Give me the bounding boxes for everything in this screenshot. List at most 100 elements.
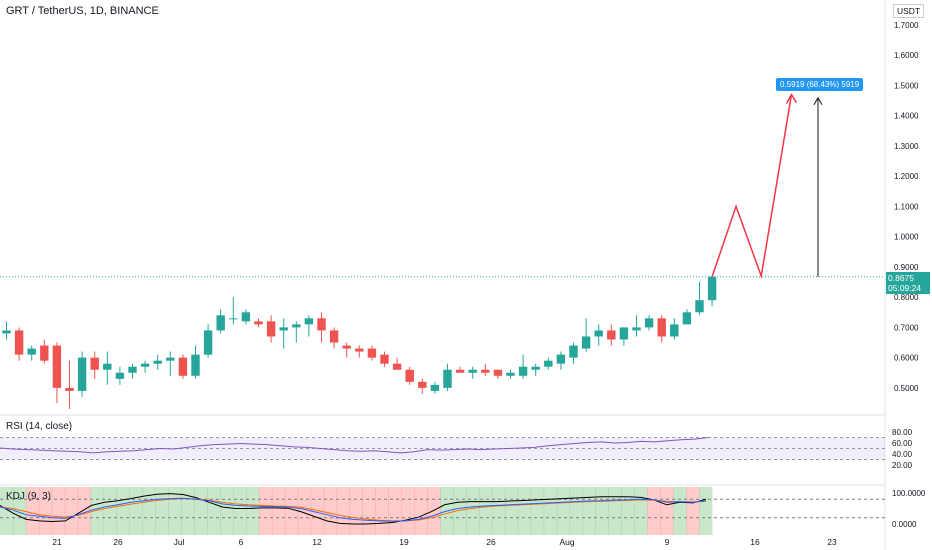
candle-body [355, 348, 364, 352]
kdj-region [375, 487, 389, 535]
price-tick-label: 1.7000 [894, 21, 919, 30]
rsi-tick-label: 80.00 [892, 428, 913, 437]
candle-body [569, 345, 578, 358]
kdj-region [504, 487, 519, 535]
kdj-region [336, 487, 351, 535]
kdj-region [233, 487, 247, 535]
candle-body [292, 324, 301, 328]
projection-arrowhead [785, 93, 798, 104]
candle-body [203, 330, 213, 355]
kdj-k-line [0, 497, 707, 522]
kdj-region [25, 487, 40, 535]
candle-body [468, 369, 477, 373]
time-tick-label: Jul [174, 537, 185, 547]
price-tick-label: 0.9000 [894, 263, 919, 272]
kdj-region [388, 487, 402, 535]
time-tick-label: 19 [399, 537, 409, 547]
candle-body [556, 354, 566, 364]
candle-body [531, 366, 540, 370]
kdj-region [699, 487, 713, 535]
kdj-region [556, 487, 571, 535]
rsi-band [0, 437, 885, 460]
kdj-region [51, 487, 66, 535]
candle-body [304, 318, 314, 325]
candle-body [103, 363, 112, 370]
time-tick-label: 26 [113, 537, 123, 547]
candle-body [329, 330, 339, 343]
candle-body [367, 348, 377, 358]
kdj-region [582, 487, 596, 535]
candle-body [430, 384, 440, 391]
candle-body [581, 336, 591, 349]
currency-badge[interactable]: USDT [893, 4, 925, 18]
candle-body [317, 318, 326, 331]
kdj-tick-label: 100.0000 [892, 489, 926, 498]
candle-body [90, 357, 99, 370]
candle-body [140, 363, 150, 367]
kdj-region [673, 487, 687, 535]
rsi-tick-label: 20.00 [892, 461, 913, 470]
candle-body [65, 387, 74, 391]
candle-body [594, 330, 603, 337]
time-tick-label: 21 [52, 537, 62, 547]
candle-body [178, 357, 188, 376]
time-tick-label: 6 [239, 537, 244, 547]
kdj-region [129, 487, 143, 535]
kdj-region [621, 487, 635, 535]
price-tick-label: 0.6000 [894, 354, 919, 363]
rsi-line [0, 437, 709, 454]
candle-body [544, 360, 553, 367]
candle-body [493, 369, 503, 376]
chart-title: GRT / TetherUS, 1D, BINANCE [6, 5, 159, 17]
kdj-region [194, 487, 208, 535]
rsi-tick-label: 40.00 [892, 450, 913, 459]
time-tick-label: Aug [559, 537, 574, 547]
candle-body [40, 345, 49, 361]
kdj-region [220, 487, 234, 535]
kdj-region [686, 487, 700, 535]
kdj-region [116, 487, 130, 535]
kdj-region [634, 487, 648, 535]
candle-body [27, 348, 36, 355]
candle-body [657, 318, 666, 337]
candle-body [695, 300, 704, 313]
kdj-region [478, 487, 493, 535]
bar-countdown: 05:09:24 [888, 283, 922, 293]
candle-body [607, 330, 616, 340]
kdj-region [466, 487, 480, 535]
candle-body [166, 357, 175, 361]
candle-body [632, 327, 641, 331]
kdj-region [362, 487, 376, 535]
projection-callout[interactable]: 0.5919 (68.43%) 5919 [776, 78, 864, 91]
candle-body [229, 318, 238, 320]
price-tick-label: 0.7000 [894, 323, 919, 332]
candle-body [670, 324, 679, 337]
kdj-region [12, 487, 27, 535]
kdj-d-line [0, 498, 707, 522]
kdj-region [569, 487, 584, 535]
kdj-region [90, 487, 105, 535]
candle-body [2, 330, 11, 334]
kdj-label[interactable]: KDJ (9, 3) [6, 491, 52, 502]
candle-body [506, 372, 515, 376]
candle-body [241, 312, 251, 322]
price-tick-label: 1.6000 [894, 51, 919, 60]
candle-body [153, 360, 162, 364]
kdj-region [660, 487, 674, 535]
kdj-region [271, 487, 286, 535]
kdj-region [517, 487, 532, 535]
candle-body [380, 354, 389, 364]
price-tick-label: 1.1000 [894, 202, 919, 211]
time-tick-label: 26 [486, 537, 496, 547]
kdj-region [284, 487, 299, 535]
rsi-label[interactable]: RSI (14, close) [6, 421, 73, 432]
candle-body [254, 321, 263, 325]
candle-body [266, 321, 276, 337]
candle-body [392, 363, 402, 370]
candle-body [115, 372, 125, 379]
measure-arrowhead [813, 96, 823, 106]
candle-body [481, 369, 490, 373]
candle-body [455, 369, 465, 373]
projection-path [711, 94, 793, 279]
